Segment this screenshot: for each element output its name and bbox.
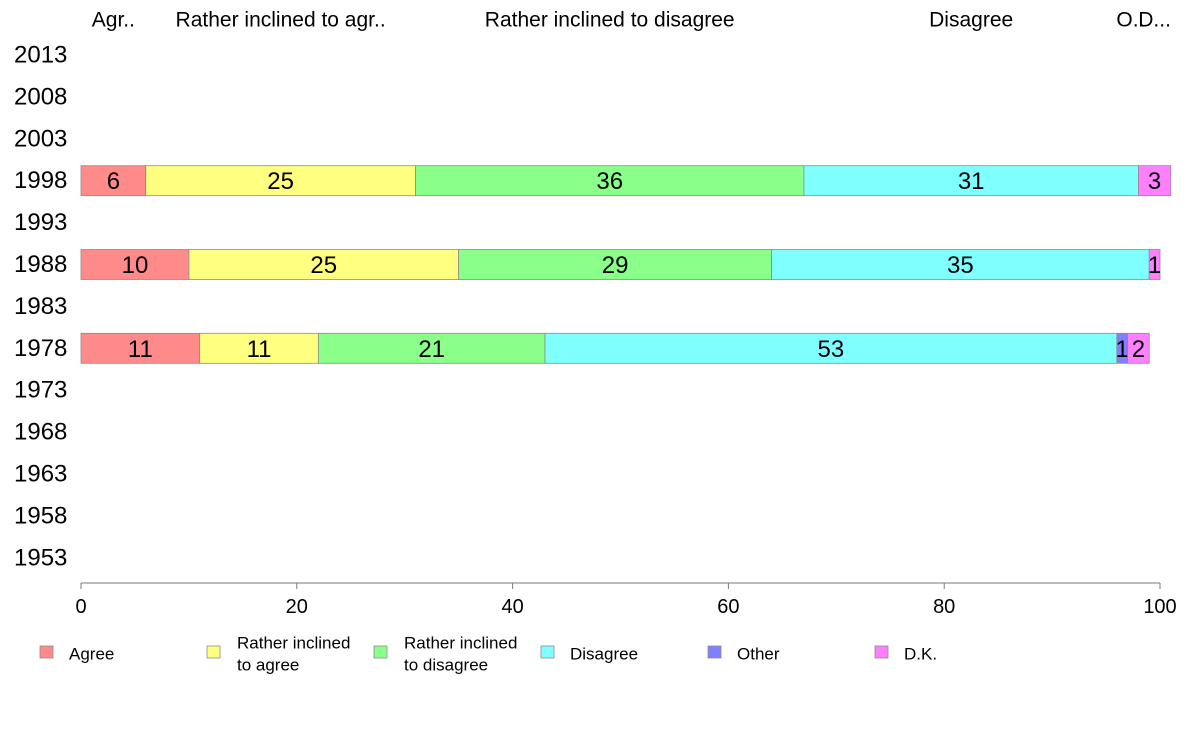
year-label: 1998 xyxy=(14,167,67,194)
series-header-label: D... xyxy=(1138,9,1171,32)
data-label: 29 xyxy=(602,252,629,279)
series-header-label: O.. xyxy=(1116,9,1144,32)
year-label: 1953 xyxy=(14,544,67,571)
bar-segment xyxy=(188,249,460,280)
bar-segment xyxy=(80,332,201,364)
year-label: 1973 xyxy=(14,377,67,404)
year-label: 1993 xyxy=(14,209,67,236)
year-label: 1968 xyxy=(14,419,67,446)
bar-segment xyxy=(544,332,1118,364)
data-label: 31 xyxy=(958,168,985,195)
legend-label: Disagree xyxy=(570,645,638,664)
year-label: 1958 xyxy=(14,502,67,529)
data-label: 6 xyxy=(107,168,120,195)
legend-label: Agree xyxy=(69,645,114,664)
x-tick-label: 80 xyxy=(933,596,955,618)
bar-segment xyxy=(1138,165,1172,197)
bar-segment xyxy=(803,165,1139,197)
data-label: 1 xyxy=(1116,336,1129,363)
legend-label: to agree xyxy=(237,656,299,675)
bar-segment xyxy=(415,165,805,197)
legend-swatch xyxy=(540,645,555,659)
bar-segment xyxy=(771,249,1150,280)
legend-swatch xyxy=(39,645,54,659)
legend-label: Rather inclined xyxy=(237,634,350,653)
year-label: 1963 xyxy=(14,461,67,488)
series-header-label: Disagree xyxy=(929,9,1013,32)
x-tick-label: 20 xyxy=(286,596,308,618)
data-label: 53 xyxy=(818,336,845,363)
bar-segment xyxy=(317,332,546,364)
legend-swatch xyxy=(707,645,722,659)
bar-segment xyxy=(145,165,416,197)
x-tick-label: 100 xyxy=(1143,596,1176,618)
data-label: 3 xyxy=(1148,168,1161,195)
series-header-label: Agr.. xyxy=(92,9,135,32)
data-label: 35 xyxy=(947,252,974,279)
bar-segment xyxy=(1148,249,1161,280)
legend-swatch xyxy=(373,645,388,659)
data-label: 21 xyxy=(418,336,445,363)
legend-label: Rather inclined xyxy=(404,634,517,653)
year-label: 2003 xyxy=(14,125,67,152)
year-label: 1988 xyxy=(14,251,67,278)
legend-swatch xyxy=(206,645,221,659)
bar-segment xyxy=(199,332,319,364)
x-tick-label: 0 xyxy=(75,596,86,618)
data-label: 36 xyxy=(596,168,623,195)
data-label: 2 xyxy=(1132,336,1145,363)
bar-segment xyxy=(1127,332,1150,364)
year-label: 1978 xyxy=(14,335,67,362)
x-tick-label: 40 xyxy=(501,596,523,618)
legend-label: D.K. xyxy=(904,645,937,664)
series-header-label: Rather inclined to disagree xyxy=(485,9,735,32)
legend-label: to disagree xyxy=(404,656,488,675)
legend-swatch xyxy=(874,645,889,659)
data-label: 25 xyxy=(267,168,294,195)
bar-segment xyxy=(80,165,147,197)
data-label: 1 xyxy=(1148,252,1161,279)
series-header-label: Rather inclined to agr.. xyxy=(176,9,386,32)
data-label: 25 xyxy=(310,252,337,279)
data-label: 10 xyxy=(122,252,149,279)
bar-segment xyxy=(458,249,772,280)
bar-segment xyxy=(80,249,190,280)
year-label: 1983 xyxy=(14,293,67,320)
year-label: 2013 xyxy=(14,42,67,69)
legend-label: Other xyxy=(737,645,780,664)
year-label: 2008 xyxy=(14,83,67,110)
x-tick-label: 60 xyxy=(717,596,739,618)
data-label: 11 xyxy=(247,336,272,363)
data-label: 11 xyxy=(128,336,153,363)
